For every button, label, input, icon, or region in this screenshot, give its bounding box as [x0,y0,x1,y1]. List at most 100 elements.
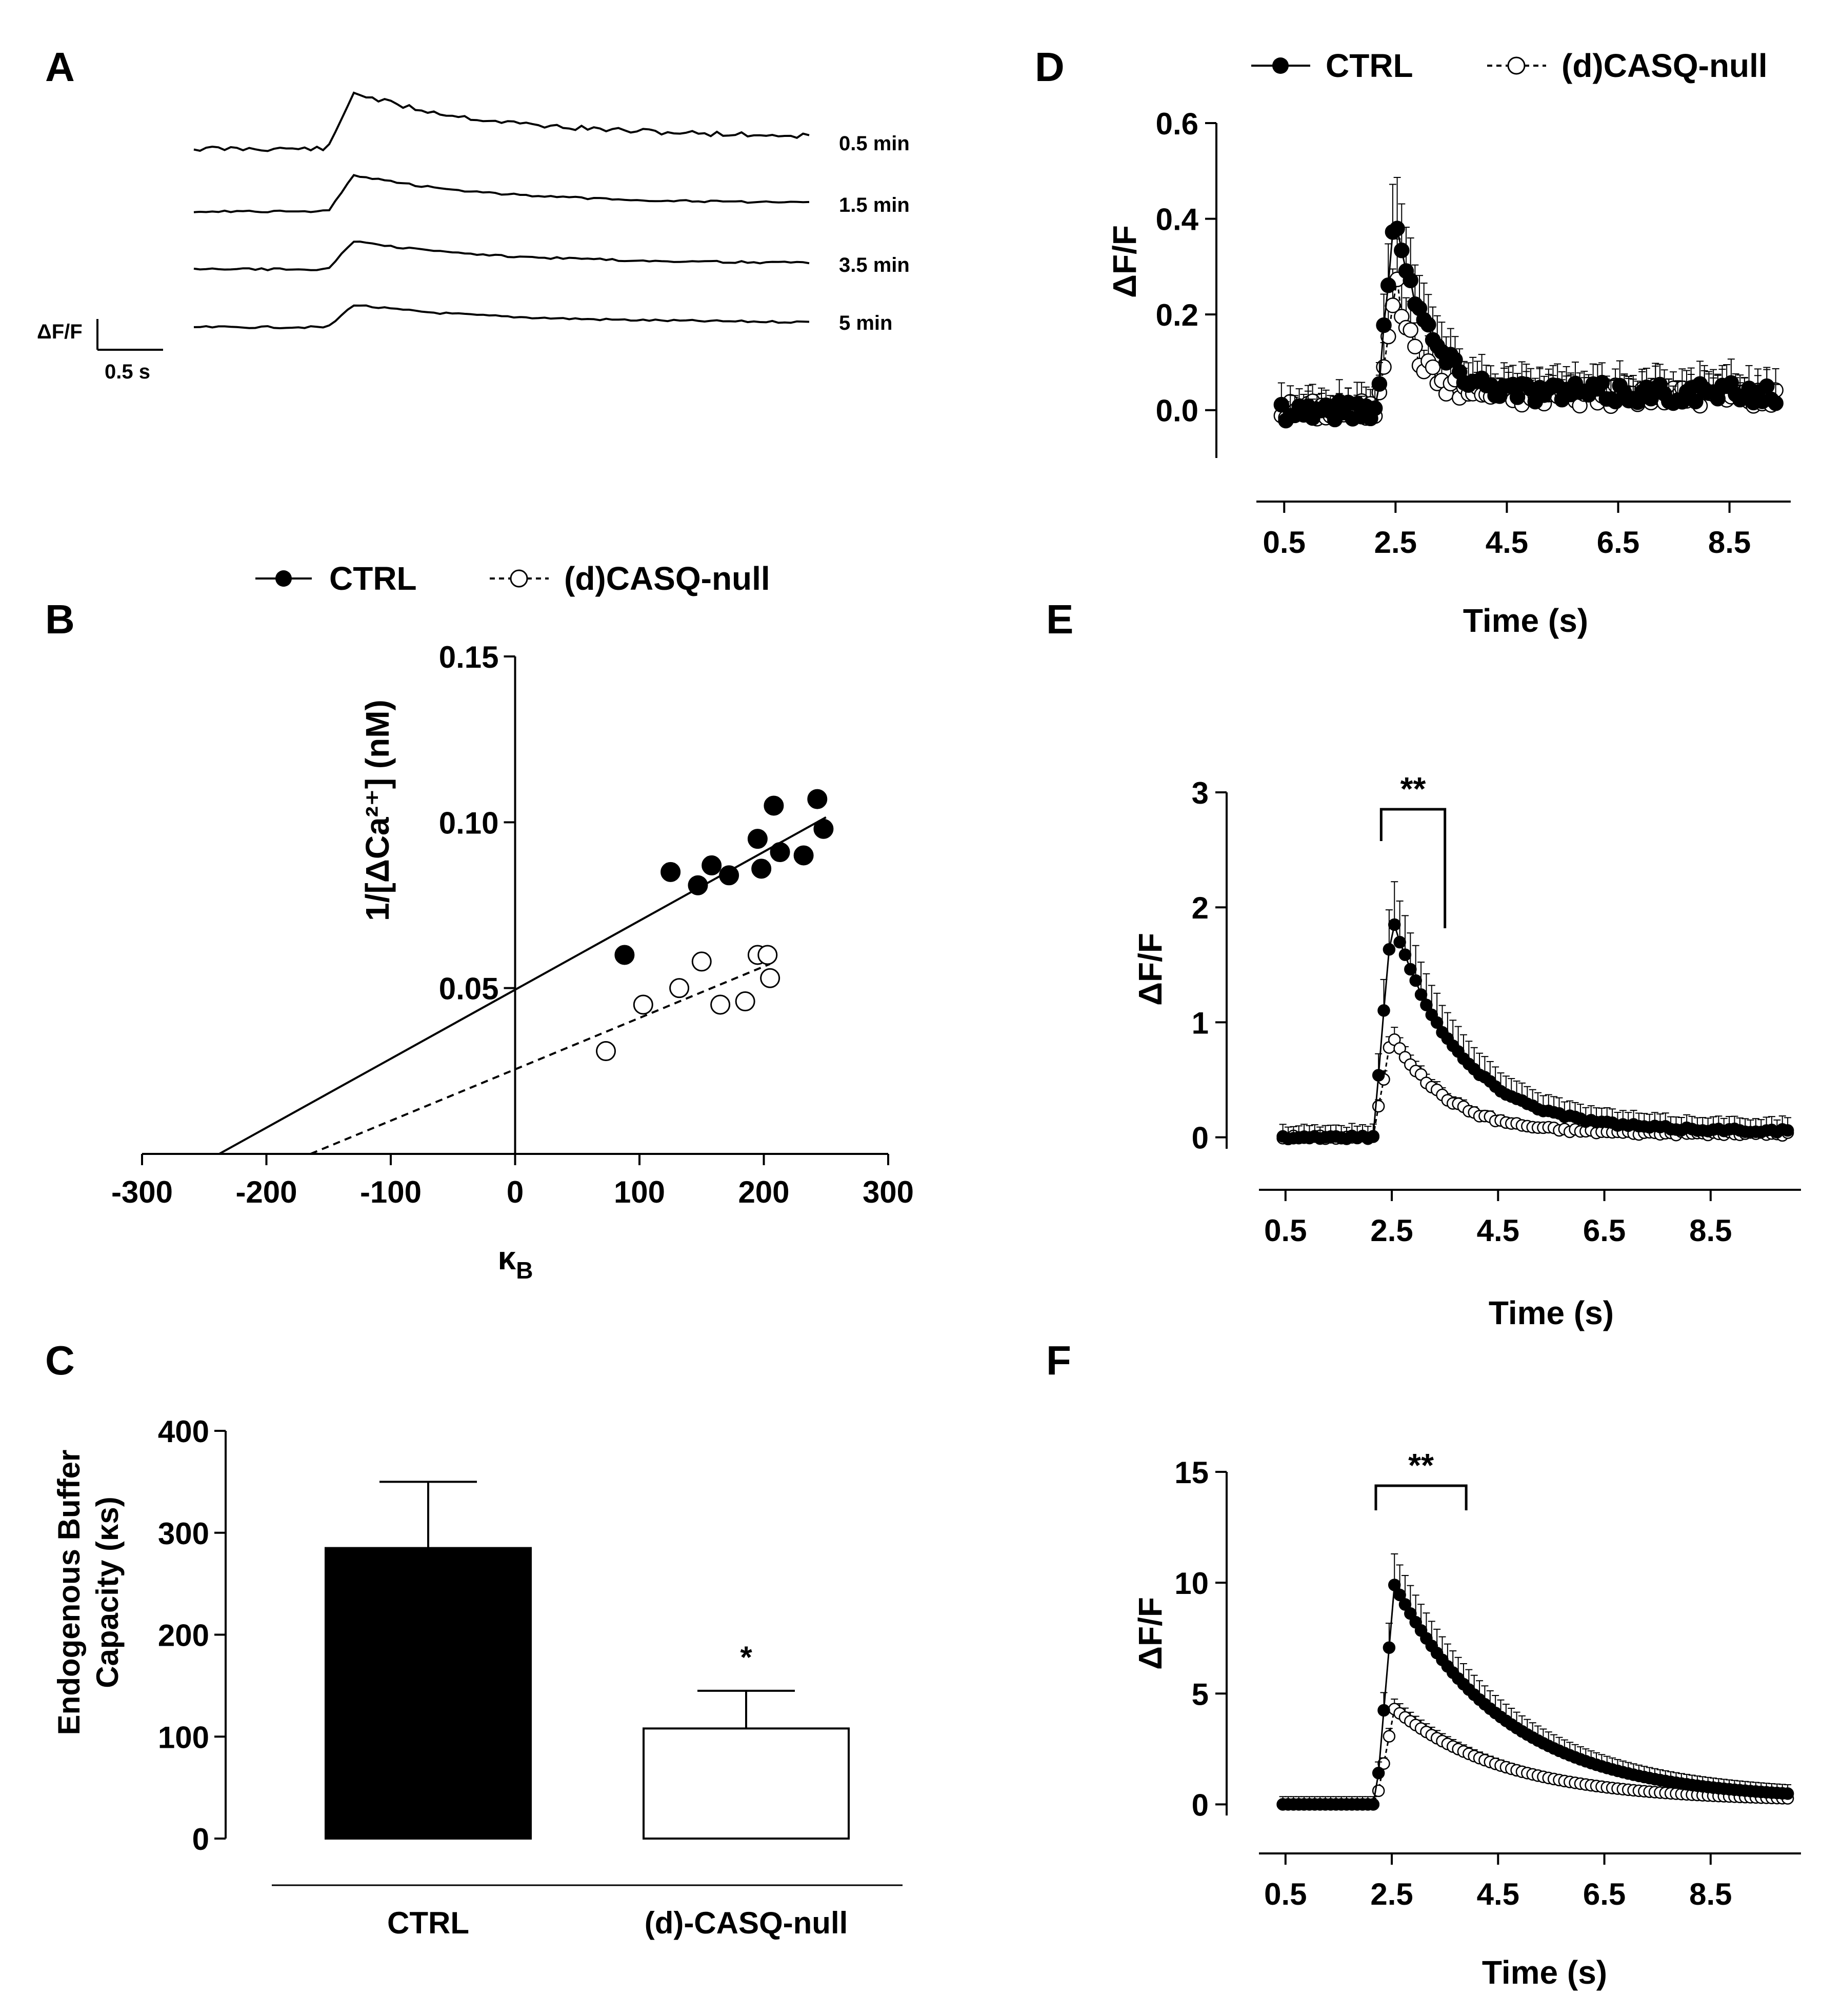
x-tick-label: 8.5 [1689,1877,1732,1911]
panel-label-b: B [45,596,75,642]
trace-label: 1.5 min [839,194,910,216]
x-axis-title-e: Time (s) [1489,1294,1614,1331]
data-point [1414,988,1428,1001]
panel-label-f: F [1046,1338,1071,1383]
trace-line [193,241,810,271]
data-point [1372,1069,1385,1082]
data-point [710,994,731,1015]
data-point [1420,316,1436,333]
data-point [596,1041,616,1062]
data-point [1398,948,1412,961]
legend-null-marker [510,569,528,588]
y-tick-label: 0.10 [439,806,499,840]
panel-b-scatter: CTRL (d)CASQ-null -300 -200 -100 0 100 200 300… [111,560,914,1284]
data-point [1377,1704,1390,1717]
data-point [751,859,772,879]
data-point [691,951,712,972]
data-point [1367,1130,1380,1143]
data-point [1376,359,1392,375]
x-axis-title-d: Time (s) [1463,602,1588,639]
legend-d: CTRL (d)CASQ-null [1251,47,1768,84]
y-axis-title-e: ΔF/F [1132,933,1169,1006]
data-point [807,789,828,809]
panel-label-c: C [45,1338,75,1383]
fit-line [310,963,771,1155]
axes-c: 0 100 200 300 400 [158,1414,903,1886]
y-tick-label: 1 [1192,1006,1209,1040]
significance-marker: ** [1408,1447,1434,1484]
data-point [1394,242,1410,258]
bracket [1374,1484,1468,1510]
x-tick-label: 0.5 [1264,1213,1307,1248]
data-point [719,865,739,886]
scale-bar-y-label: ΔF/F [37,321,83,343]
panel-e-line: 0 1 2 3 0.5 2.5 4.5 6.5 8.5 ** Time (s) ΔF/F [1132,770,1801,1331]
data-point [770,842,790,863]
panel-a-traces: 0.5 min 1.5 min 3.5 min 5 min ΔF/F 0.5 s [37,91,910,383]
x-tick-label: 8.5 [1689,1213,1732,1248]
legend-ctrl-label: CTRL [329,560,417,597]
x-tick-label: 0.5 [1263,525,1306,560]
y-tick-label: 10 [1174,1566,1209,1601]
x-tick-label: 2.5 [1370,1213,1413,1248]
data-point [1367,1798,1380,1811]
data-point [1425,359,1441,375]
data-point [1688,393,1704,410]
plot-area-f [1276,1553,1794,1811]
y-axis-title-f: ΔF/F [1132,1597,1169,1670]
data-point [1710,390,1726,407]
data-point [1273,396,1290,413]
data-point [688,875,708,895]
data-point [1383,1641,1396,1654]
data-point [669,978,690,999]
data-point [1781,1124,1794,1137]
x-axis-title-b: κB [498,1240,533,1284]
legend-null-label: (d)CASQ-null [564,560,770,597]
legend-b: CTRL (d)CASQ-null [255,560,770,597]
x-tick-label: -300 [111,1175,173,1209]
x-tick-label: 0 [507,1175,524,1209]
x-tick-label: 8.5 [1708,525,1751,560]
x-tick-label: 6.5 [1583,1877,1626,1911]
data-point [1509,389,1526,405]
x-tick-label: CTRL [387,1906,469,1940]
axes-f: 0 5 10 15 0.5 2.5 4.5 6.5 8.5 [1174,1455,1801,1911]
significance-marker: * [740,1640,752,1674]
data-point [1372,1100,1385,1113]
significance-bracket-f: ** [1374,1447,1468,1510]
y-tick-label: 15 [1174,1455,1209,1490]
x-axis-title-f: Time (s) [1482,1954,1607,1991]
y-tick-label: 0.15 [439,640,499,674]
plot-area-c: CTRL (d)-CASQ-null * [325,1481,850,1940]
data-point [702,855,722,875]
y-tick-label: 400 [158,1414,209,1449]
legend-ctrl-marker [1272,57,1289,74]
bar [325,1547,532,1840]
data-point [1404,963,1417,976]
data-point [1383,943,1396,956]
scale-bar-x-label: 0.5 s [105,361,150,383]
data-point [1388,1579,1401,1591]
panel-label-a: A [45,44,75,90]
axes-e: 0 1 2 3 0.5 2.5 4.5 6.5 8.5 [1192,776,1801,1248]
data-point [633,994,653,1015]
data-point [1380,277,1396,293]
trace-line [193,174,810,213]
data-point [660,862,681,882]
trace-label: 0.5 min [839,132,910,155]
legend-ctrl-label: CTRL [1326,47,1413,84]
plot-area-b [218,789,834,1155]
y-axis-title-d: ΔF/F [1106,225,1143,298]
data-point [1430,1016,1444,1029]
y-tick-label: 0 [1192,1788,1209,1822]
legend-null-marker [1507,56,1526,75]
data-point [1409,974,1422,987]
x-tick-label: 4.5 [1477,1213,1519,1248]
data-point [1594,374,1610,391]
panel-f-line: 0 5 10 15 0.5 2.5 4.5 6.5 8.5 ** Time (s) ΔF/F [1132,1447,1801,1991]
data-point [1367,400,1383,416]
data-point [1407,338,1423,354]
panel-c-bar: 0 100 200 300 400 CTRL (d)-CASQ-null * Endogen… [52,1414,903,1940]
x-tick-label: 200 [738,1175,789,1209]
y-tick-label: 0 [1192,1121,1209,1155]
